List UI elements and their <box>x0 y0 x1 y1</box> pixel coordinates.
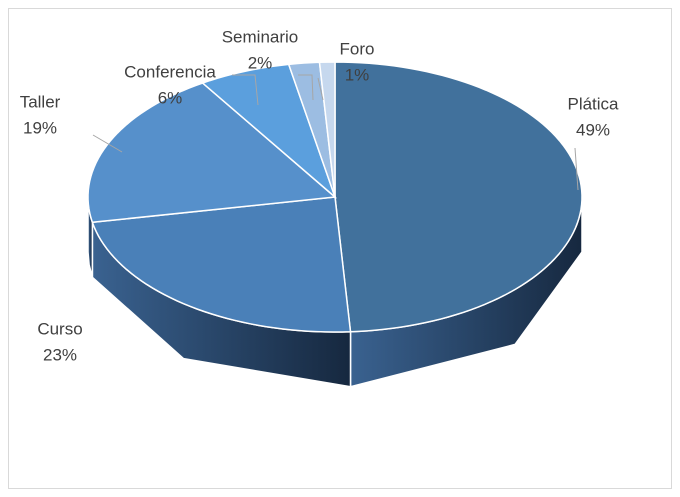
label-name: Conferencia <box>124 62 216 81</box>
label-value: 1% <box>345 65 370 84</box>
label-value: 19% <box>23 118 57 137</box>
label-value: 6% <box>158 88 183 107</box>
slice <box>91 196 352 333</box>
leader-line <box>92 134 123 153</box>
label-name: Foro <box>340 39 375 58</box>
leader-line <box>317 77 324 101</box>
label-name: Plática <box>567 94 619 113</box>
label-name: Curso <box>37 319 82 338</box>
slice <box>318 61 336 198</box>
labels: Plática 49% Curso 23% Taller 19% Conferencia 6%… <box>20 27 619 364</box>
leader-line <box>298 74 314 101</box>
tops <box>87 61 583 333</box>
leader-line <box>232 74 259 106</box>
label-name: Seminario <box>222 27 299 46</box>
leader-line <box>574 147 579 191</box>
label-value: 2% <box>248 53 273 72</box>
label-name: Taller <box>20 92 61 111</box>
slice <box>201 63 337 200</box>
label-value: 49% <box>576 120 610 139</box>
slice <box>87 82 337 224</box>
label-value: 23% <box>43 345 77 364</box>
slice <box>334 61 583 333</box>
leader-lines <box>92 74 579 191</box>
